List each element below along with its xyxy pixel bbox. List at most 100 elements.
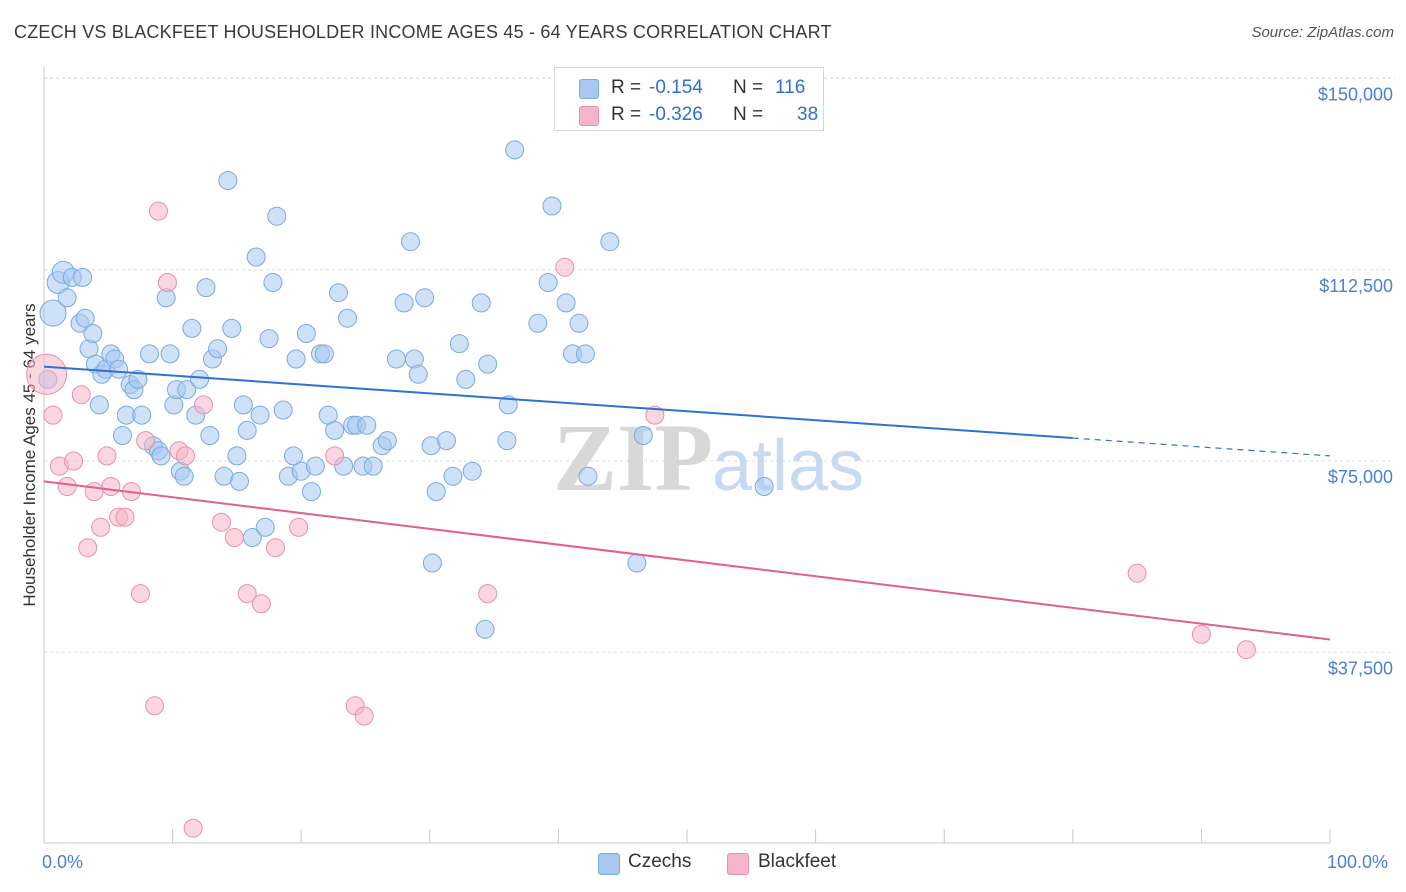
czechs-point	[497, 431, 517, 451]
czechs-point	[227, 446, 247, 466]
blackfeet-point	[325, 446, 345, 466]
blackfeet-point	[183, 818, 203, 838]
czechs-point	[462, 461, 482, 481]
czechs-point	[196, 278, 216, 298]
blackfeet-point	[354, 706, 374, 726]
czechs-point	[39, 299, 67, 327]
blackfeet-point	[175, 446, 195, 466]
y-tick-label: $37,500	[1328, 658, 1393, 678]
czechs-point	[246, 247, 266, 267]
blackfeet-point	[64, 451, 84, 471]
blackfeet-point	[555, 257, 575, 277]
czechs-point	[259, 329, 279, 349]
czechs-point	[57, 288, 77, 308]
czechs-point	[75, 308, 95, 328]
czechs-point	[237, 420, 257, 440]
blackfeet-point	[289, 517, 309, 537]
blackfeet-trend-line	[43, 480, 1331, 641]
blackfeet-point	[193, 395, 213, 415]
czechs-point	[408, 364, 428, 384]
r-label: R =	[611, 77, 642, 98]
czechs-point	[437, 431, 457, 451]
czechs-point	[139, 344, 159, 364]
czechs-point	[600, 232, 620, 252]
y-tick-label: $150,000	[1318, 85, 1393, 105]
blackfeet-point	[645, 405, 665, 425]
czechs-point	[229, 471, 249, 491]
blackfeet-point	[91, 517, 111, 537]
czechs-trend-extension	[1072, 437, 1331, 457]
blackfeet-point	[84, 482, 104, 502]
axes	[43, 66, 1331, 844]
czechs-point	[627, 553, 647, 573]
czechs-point	[273, 400, 293, 420]
czechs-point	[233, 395, 253, 415]
czechs-point	[267, 206, 287, 226]
czechs-point	[528, 313, 548, 333]
source-label: Source: ZipAtlas.com	[1251, 24, 1394, 41]
blackfeet-legend-label: Blackfeet	[758, 851, 837, 872]
czechs-point	[357, 415, 377, 435]
blackfeet-point	[1236, 640, 1256, 660]
chart-title: CZECH VS BLACKFEET HOUSEHOLDER INCOME AG…	[14, 22, 832, 42]
blackfeet-point	[78, 538, 98, 558]
trend-lines	[43, 365, 1331, 641]
blackfeet-point	[148, 201, 168, 221]
blackfeet-legend-swatch	[727, 853, 749, 875]
watermark-atlas: atlas	[712, 426, 864, 506]
r-value: -0.326	[649, 104, 703, 125]
czechs-trend-line	[43, 365, 1073, 440]
czechs-point	[314, 344, 334, 364]
czechs-point	[401, 232, 421, 252]
blackfeet-point	[211, 512, 231, 532]
czechs-point	[208, 339, 228, 359]
blackfeet-point	[130, 584, 150, 604]
czechs-point	[538, 273, 558, 292]
blackfeet-point	[101, 477, 121, 496]
blackfeet-point	[1191, 624, 1211, 644]
czechs-point	[633, 426, 653, 445]
czechs-point	[182, 318, 202, 338]
blackfeet-point	[145, 696, 165, 716]
czechs-point	[556, 293, 576, 313]
correlation-legend: R = -0.154 N = 116 R = -0.326 N = 38	[554, 67, 824, 131]
gridlines	[44, 77, 1395, 653]
czechs-point	[478, 354, 498, 374]
czechs-point	[449, 334, 469, 354]
czechs-point	[471, 293, 491, 313]
n-label: N =	[733, 104, 764, 125]
czechs-point	[296, 324, 316, 343]
czechs-point	[305, 456, 325, 476]
czechs-point	[218, 171, 238, 190]
blackfeet-point	[237, 584, 257, 604]
czechs-point	[443, 466, 463, 486]
czechs-point	[160, 344, 180, 364]
x-tick-min: 0.0%	[42, 852, 84, 872]
czechs-point	[190, 369, 210, 389]
czechs-point	[426, 482, 446, 502]
blackfeet-point	[26, 353, 68, 395]
czechs-point	[422, 553, 442, 573]
czechs-point	[754, 477, 774, 496]
data-points	[26, 140, 1256, 838]
blackfeet-point	[115, 507, 135, 527]
czechs-point	[263, 273, 283, 292]
czechs-point	[255, 517, 275, 537]
czechs-point	[109, 359, 129, 379]
blackfeet-point	[265, 538, 285, 558]
blackfeet-swatch	[579, 106, 599, 126]
blackfeet-point	[1127, 563, 1147, 583]
czechs-point	[174, 466, 194, 486]
czechs-point	[505, 140, 525, 160]
czechs-point	[328, 283, 348, 303]
n-value: 116	[775, 77, 806, 98]
czechs-point	[377, 431, 397, 451]
czechs-point	[283, 446, 303, 466]
czechs-point	[112, 426, 132, 445]
n-value: 38	[797, 104, 819, 125]
y-tick-labels: $37,500 $75,000 $112,500 $150,000	[1318, 85, 1393, 679]
czechs-point	[575, 344, 595, 364]
czechs-point	[415, 288, 435, 308]
n-label: N =	[733, 77, 764, 98]
